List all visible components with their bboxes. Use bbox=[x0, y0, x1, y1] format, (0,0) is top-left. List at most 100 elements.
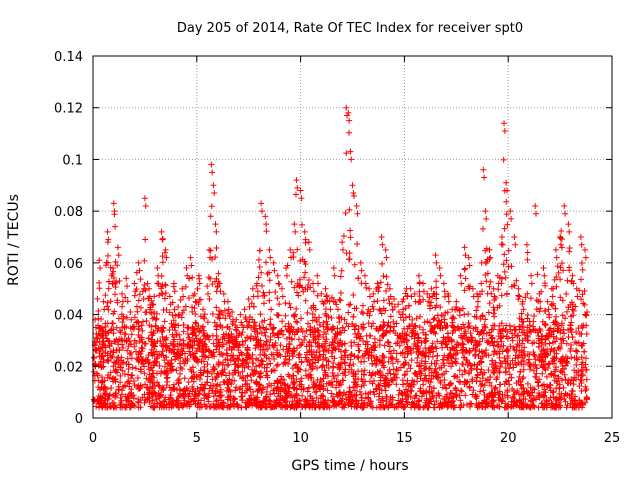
data-point bbox=[162, 282, 169, 289]
data-point bbox=[146, 285, 153, 292]
data-point bbox=[566, 248, 573, 255]
data-point bbox=[131, 292, 138, 299]
data-point bbox=[341, 340, 348, 347]
data-point bbox=[170, 280, 177, 287]
data-point bbox=[288, 278, 295, 285]
data-point bbox=[451, 373, 458, 380]
data-point bbox=[185, 379, 192, 386]
data-point bbox=[195, 272, 202, 279]
data-point bbox=[345, 309, 352, 316]
data-point bbox=[289, 353, 296, 360]
data-point bbox=[500, 261, 507, 268]
data-point bbox=[457, 272, 464, 279]
data-point bbox=[164, 374, 171, 381]
data-point bbox=[383, 273, 390, 280]
data-point bbox=[457, 379, 464, 386]
data-point bbox=[432, 252, 439, 259]
data-point bbox=[274, 295, 281, 302]
data-point bbox=[578, 260, 585, 267]
data-point bbox=[428, 299, 435, 306]
data-point bbox=[480, 225, 487, 232]
data-point bbox=[171, 288, 178, 295]
data-point bbox=[144, 280, 151, 287]
data-point bbox=[123, 275, 130, 282]
data-point bbox=[528, 272, 535, 279]
data-point bbox=[583, 312, 590, 319]
data-point bbox=[213, 244, 220, 251]
data-point bbox=[270, 259, 277, 266]
data-point bbox=[256, 247, 263, 254]
data-point bbox=[348, 156, 355, 163]
data-point bbox=[96, 285, 103, 292]
data-point bbox=[408, 357, 415, 364]
data-point bbox=[266, 277, 273, 284]
data-point bbox=[548, 301, 555, 308]
data-point bbox=[512, 241, 519, 248]
data-point bbox=[348, 342, 355, 349]
data-point bbox=[282, 300, 289, 307]
data-point bbox=[347, 234, 354, 241]
data-point bbox=[561, 395, 568, 402]
data-point bbox=[163, 375, 170, 382]
data-point bbox=[134, 375, 141, 382]
data-point bbox=[346, 250, 353, 257]
data-point bbox=[559, 297, 566, 304]
data-point bbox=[261, 292, 268, 299]
data-point bbox=[466, 323, 473, 330]
data-point bbox=[267, 254, 274, 261]
data-point bbox=[482, 208, 489, 215]
data-point bbox=[449, 319, 456, 326]
data-point bbox=[302, 269, 309, 276]
data-point bbox=[159, 253, 166, 260]
data-point bbox=[557, 234, 564, 241]
data-point bbox=[160, 306, 167, 313]
data-point bbox=[345, 256, 352, 263]
data-point bbox=[339, 246, 346, 253]
data-point bbox=[272, 289, 279, 296]
data-point bbox=[522, 396, 529, 403]
data-point bbox=[473, 307, 480, 314]
data-point bbox=[287, 304, 294, 311]
data-point bbox=[257, 311, 264, 318]
data-point bbox=[524, 256, 531, 263]
data-point bbox=[301, 228, 308, 235]
chart-title: Day 205 of 2014, Rate Of TEC Index for r… bbox=[177, 21, 523, 36]
data-point bbox=[501, 268, 508, 275]
data-point bbox=[581, 301, 588, 308]
data-point bbox=[462, 392, 469, 399]
data-point bbox=[340, 232, 347, 239]
data-point bbox=[558, 260, 565, 267]
data-point bbox=[468, 400, 475, 407]
data-point bbox=[583, 366, 590, 373]
data-point bbox=[347, 301, 354, 308]
data-point bbox=[562, 398, 569, 405]
data-point bbox=[486, 300, 493, 307]
data-point bbox=[210, 182, 217, 189]
data-point bbox=[483, 215, 490, 222]
data-point bbox=[346, 206, 353, 213]
data-point bbox=[387, 313, 394, 320]
data-point bbox=[337, 290, 344, 297]
data-point bbox=[330, 265, 337, 272]
data-point bbox=[134, 308, 141, 315]
data-point bbox=[286, 300, 293, 307]
data-point bbox=[532, 202, 539, 209]
data-point bbox=[515, 292, 522, 299]
data-point bbox=[500, 156, 507, 163]
data-point bbox=[349, 182, 356, 189]
data-point bbox=[573, 361, 580, 368]
data-point bbox=[511, 234, 518, 240]
data-point bbox=[342, 209, 349, 216]
data-point bbox=[385, 339, 392, 346]
data-point bbox=[413, 371, 420, 378]
data-point bbox=[293, 305, 300, 312]
data-point bbox=[104, 228, 111, 235]
data-point bbox=[382, 387, 389, 394]
data-point bbox=[138, 322, 145, 329]
data-point bbox=[314, 272, 321, 279]
data-point bbox=[291, 221, 298, 228]
data-point bbox=[266, 297, 273, 304]
data-point bbox=[211, 190, 218, 197]
data-point bbox=[374, 297, 381, 304]
data-point bbox=[549, 293, 556, 300]
